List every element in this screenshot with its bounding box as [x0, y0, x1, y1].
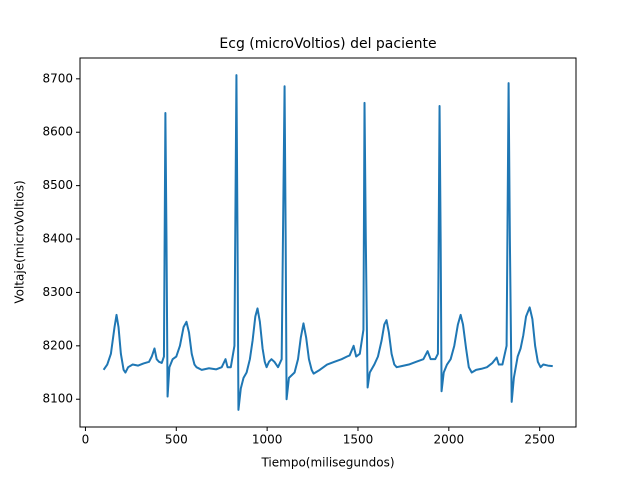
y-tick-label: 8200 — [42, 338, 73, 352]
x-tick-label: 1000 — [252, 433, 283, 447]
ecg-line — [102, 74, 553, 411]
y-tick-label: 8700 — [42, 71, 73, 85]
y-tick-label: 8600 — [42, 125, 73, 139]
y-tick-label: 8400 — [42, 232, 73, 246]
chart-title: Ecg (microVoltios) del paciente — [219, 36, 436, 52]
x-tick-label: 1500 — [343, 433, 374, 447]
y-axis-label: Voltaje(microVoltios) — [13, 180, 27, 303]
y-tick-label: 8100 — [42, 392, 73, 406]
x-tick-label: 2000 — [434, 433, 465, 447]
plot-frame — [79, 57, 577, 428]
y-tick-label: 8500 — [42, 178, 73, 192]
x-axis-label: Tiempo(milisegundos) — [260, 456, 394, 470]
x-tick-label: 2500 — [524, 433, 555, 447]
x-tick-label: 0 — [82, 433, 90, 447]
x-tick-label: 500 — [165, 433, 188, 447]
y-tick-label: 8300 — [42, 285, 73, 299]
